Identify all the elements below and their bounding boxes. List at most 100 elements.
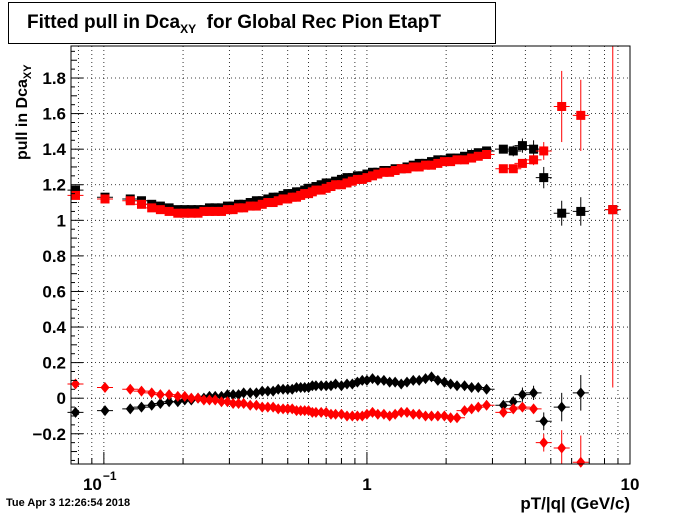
data-point-square — [576, 206, 586, 216]
data-point-square — [529, 155, 539, 165]
data-point-square — [517, 158, 527, 168]
x-axis-label: pT/|q| (GeV/c) — [520, 494, 630, 513]
data-point-square — [517, 141, 527, 151]
data-point-square — [70, 190, 80, 200]
data-point-diamond — [439, 410, 449, 422]
y-tick-label: 1 — [57, 211, 66, 230]
data-point-square — [316, 180, 326, 190]
data-point-diamond — [390, 376, 400, 388]
data-point-diamond — [100, 405, 110, 417]
data-point-square — [336, 180, 346, 190]
data-point-square — [321, 183, 331, 193]
data-point-square — [257, 199, 267, 209]
data-point-square — [336, 174, 346, 184]
data-point-square — [239, 203, 249, 213]
data-point-diamond — [70, 378, 80, 390]
data-point-square — [498, 144, 508, 154]
data-point-diamond — [414, 374, 424, 386]
data-point-diamond — [498, 406, 508, 418]
data-point-square — [357, 174, 367, 184]
data-point-diamond — [125, 383, 135, 395]
y-tick-label: 1.6 — [42, 105, 66, 124]
data-point-square — [326, 182, 336, 192]
x-tick-label: 10 — [621, 475, 640, 494]
y-tick-label: 1.2 — [42, 176, 66, 195]
x-tick-label-exponent: −1 — [103, 469, 117, 483]
data-point-square — [193, 208, 203, 218]
data-point-square — [342, 178, 352, 188]
data-point-diamond — [498, 399, 508, 411]
data-point-square — [467, 153, 477, 163]
data-point-square — [100, 194, 110, 204]
data-point-square — [251, 201, 261, 211]
y-tick-label: 0.8 — [42, 247, 66, 266]
y-tick-label: 0.2 — [42, 354, 66, 373]
data-point-diamond — [100, 382, 110, 394]
data-point-diamond — [452, 412, 462, 424]
data-point-square — [539, 146, 549, 156]
data-point-square — [414, 162, 424, 172]
data-point-diamond — [439, 376, 449, 388]
data-point-diamond — [473, 382, 483, 394]
axis-ticks — [71, 50, 631, 464]
data-point-diamond — [529, 387, 539, 399]
series-diamond-red — [67, 378, 589, 468]
data-point-diamond — [427, 371, 437, 383]
data-point-diamond — [125, 403, 135, 415]
data-point-square — [498, 164, 508, 174]
x-tick-label: 1 — [362, 475, 371, 494]
y-axis-label-subscript: XY — [22, 64, 34, 80]
chart-title-main: Fitted pull in Dca — [27, 12, 181, 33]
data-point-diamond — [433, 374, 443, 386]
series-square-red — [67, 46, 621, 388]
series-diamond-black — [67, 371, 589, 431]
data-point-square — [368, 171, 378, 181]
data-point-diamond — [164, 396, 174, 408]
y-axis-label-main: pull in Dca — [14, 79, 31, 160]
data-point-square — [508, 164, 518, 174]
data-point-diamond — [517, 401, 527, 413]
data-point-square — [473, 151, 483, 161]
data-point-square — [125, 196, 135, 206]
data-point-square — [155, 205, 165, 215]
data-point-square — [576, 110, 586, 120]
data-point-diamond — [155, 398, 165, 410]
data-point-square — [347, 176, 357, 186]
data-point-diamond — [446, 378, 456, 390]
data-point-square — [385, 167, 395, 177]
data-point-square — [362, 173, 372, 183]
data-point-diamond — [239, 398, 249, 410]
data-point-diamond — [402, 376, 412, 388]
data-point-square — [228, 205, 238, 215]
data-marks — [67, 46, 621, 468]
chart-title: Fitted pull in Dca XY for Global Rec Pion… — [8, 2, 496, 44]
datestamp: Tue Apr 3 12:26:54 2018 — [6, 497, 131, 509]
data-point-square — [608, 205, 618, 215]
data-point-square — [136, 199, 146, 209]
data-point-diamond — [164, 389, 174, 401]
y-tick-label: 1.4 — [42, 140, 66, 159]
data-point-diamond — [180, 390, 190, 402]
y-tick-label: 0.4 — [42, 318, 66, 337]
data-point-diamond — [136, 401, 146, 413]
y-tick-label: 1.8 — [42, 69, 66, 88]
data-point-diamond — [460, 405, 470, 417]
data-point-diamond — [460, 380, 470, 392]
data-point-square — [216, 206, 226, 216]
data-point-diamond — [576, 387, 586, 399]
data-point-square — [508, 146, 518, 156]
data-point-square — [433, 158, 443, 168]
data-point-square — [427, 160, 437, 170]
data-point-diamond — [467, 403, 477, 415]
data-point-diamond — [482, 399, 492, 411]
data-point-diamond — [402, 406, 412, 418]
plot-frame — [70, 45, 631, 465]
data-point-diamond — [390, 408, 400, 420]
grid-lines — [71, 46, 631, 464]
data-point-diamond — [557, 401, 567, 413]
data-point-square — [402, 164, 412, 174]
data-point-diamond — [147, 387, 157, 399]
data-point-square — [460, 155, 470, 165]
x-tick-label: 10 — [83, 475, 102, 494]
